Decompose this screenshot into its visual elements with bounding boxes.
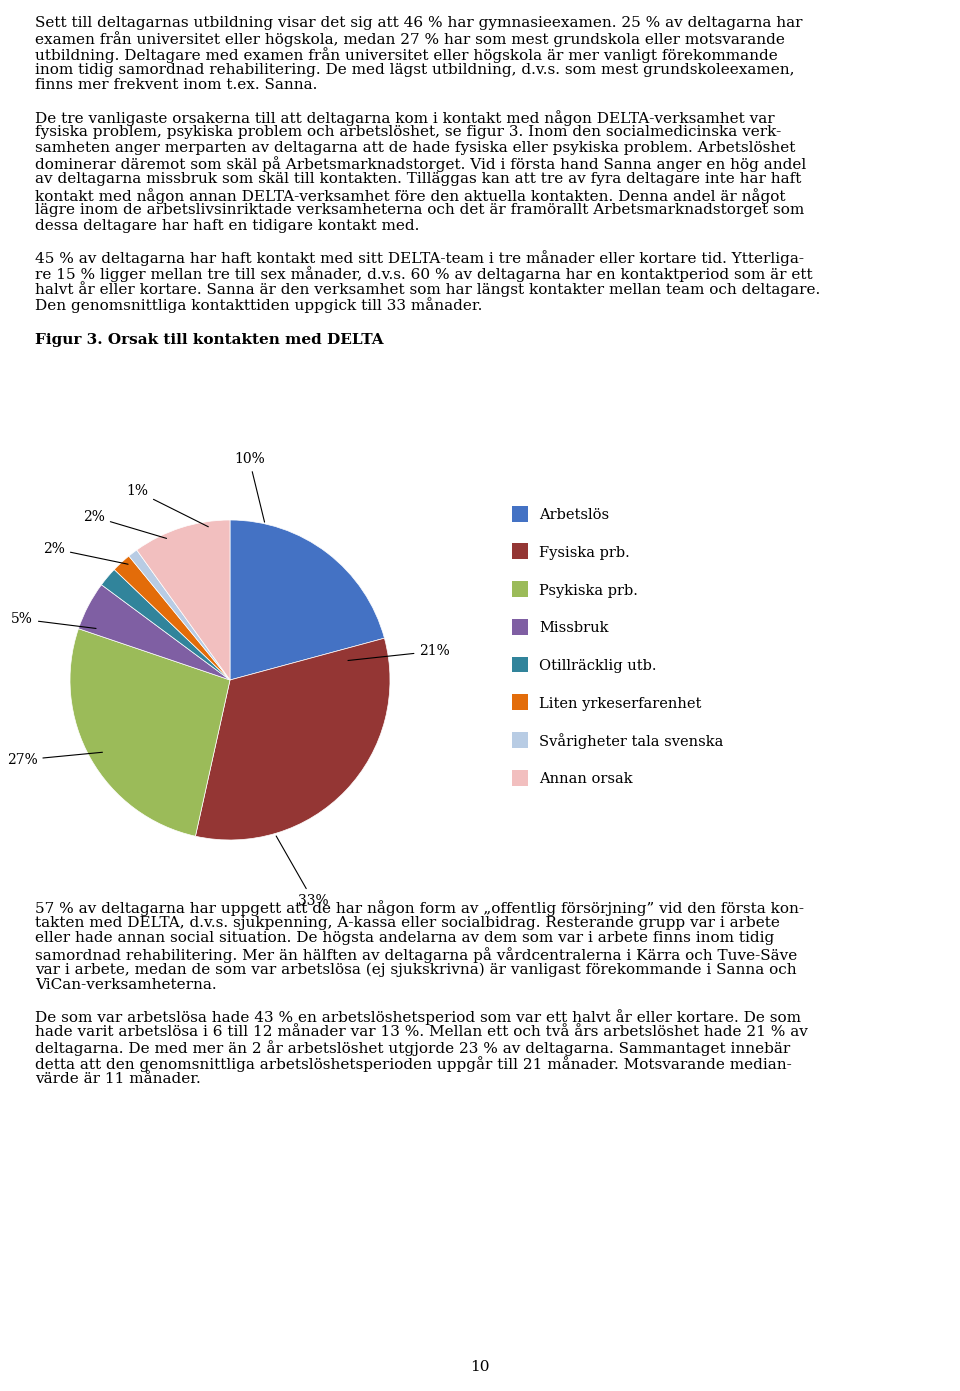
- Text: 1%: 1%: [126, 484, 208, 527]
- Bar: [513, 619, 528, 634]
- Text: av deltagarna missbruk som skäl till kontakten. Tilläggas kan att tre av fyra de: av deltagarna missbruk som skäl till kon…: [35, 172, 802, 186]
- Text: Figur 3. Orsak till kontakten med DELTA: Figur 3. Orsak till kontakten med DELTA: [35, 332, 384, 346]
- Text: re 15 % ligger mellan tre till sex månader, d.v.s. 60 % av deltagarna har en kon: re 15 % ligger mellan tre till sex månad…: [35, 266, 812, 282]
- Text: Annan orsak: Annan orsak: [539, 772, 633, 786]
- Text: 27%: 27%: [7, 753, 103, 766]
- Text: 33%: 33%: [276, 836, 328, 908]
- Text: värde är 11 månader.: värde är 11 månader.: [35, 1072, 201, 1086]
- Text: Missbruk: Missbruk: [539, 622, 609, 636]
- Text: dessa deltagare har haft en tidigare kontakt med.: dessa deltagare har haft en tidigare kon…: [35, 218, 420, 234]
- Wedge shape: [136, 520, 230, 680]
- Bar: [513, 694, 528, 711]
- Text: 5%: 5%: [12, 612, 96, 629]
- Text: ViCan-verksamheterna.: ViCan-verksamheterna.: [35, 978, 217, 992]
- Bar: [513, 769, 528, 786]
- Text: 57 % av deltagarna har uppgett att de har någon form av „offentlig försörjning” : 57 % av deltagarna har uppgett att de ha…: [35, 900, 804, 915]
- Text: 2%: 2%: [43, 542, 128, 565]
- Wedge shape: [129, 549, 230, 680]
- Text: De som var arbetslösa hade 43 % en arbetslöshetsperiod som var ett halvt år elle: De som var arbetslösa hade 43 % en arbet…: [35, 1010, 801, 1025]
- Text: takten med DELTA, d.v.s. sjukpenning, A-kassa eller socialbidrag. Resterande gru: takten med DELTA, d.v.s. sjukpenning, A-…: [35, 915, 780, 929]
- Bar: [513, 657, 528, 672]
- Text: samheten anger merparten av deltagarna att de hade fysiska eller psykiska proble: samheten anger merparten av deltagarna a…: [35, 140, 796, 154]
- Text: fysiska problem, psykiska problem och arbetslöshet, se figur 3. Inom den socialm: fysiska problem, psykiska problem och ar…: [35, 125, 781, 139]
- Text: 10%: 10%: [234, 452, 265, 522]
- Wedge shape: [196, 638, 390, 840]
- Text: 2%: 2%: [84, 509, 166, 538]
- Text: lägre inom de arbetslivsinriktade verksamheterna och det är framörallt Arbetsmar: lägre inom de arbetslivsinriktade verksa…: [35, 203, 804, 217]
- Text: Liten yrkeserfarenhet: Liten yrkeserfarenhet: [539, 697, 702, 711]
- Wedge shape: [230, 520, 384, 680]
- Text: 10: 10: [470, 1360, 490, 1374]
- Text: deltagarna. De med mer än 2 år arbetslöshet utgjorde 23 % av deltagarna. Sammant: deltagarna. De med mer än 2 år arbetslös…: [35, 1040, 790, 1056]
- Text: dominerar däremot som skäl på Arbetsmarknadstorget. Vid i första hand Sanna ange: dominerar däremot som skäl på Arbetsmark…: [35, 157, 806, 172]
- Text: De tre vanligaste orsakerna till att deltagarna kom i kontakt med någon DELTA-ve: De tre vanligaste orsakerna till att del…: [35, 110, 775, 125]
- Text: Sett till deltagarnas utbildning visar det sig att 46 % har gymnasieexamen. 25 %: Sett till deltagarnas utbildning visar d…: [35, 17, 803, 31]
- Text: Svårigheter tala svenska: Svårigheter tala svenska: [539, 733, 724, 750]
- Text: examen från universitet eller högskola, medan 27 % har som mest grundskola eller: examen från universitet eller högskola, …: [35, 32, 785, 47]
- Text: detta att den genomsnittliga arbetslöshetsperioden uppgår till 21 månader. Motsv: detta att den genomsnittliga arbetslöshe…: [35, 1056, 792, 1072]
- Text: utbildning. Deltagare med examen från universitet eller högskola är mer vanligt : utbildning. Deltagare med examen från un…: [35, 47, 778, 63]
- Text: kontakt med någon annan DELTA-verksamhet före den aktuella kontakten. Denna ande: kontakt med någon annan DELTA-verksamhet…: [35, 188, 785, 203]
- Text: 21%: 21%: [348, 644, 450, 661]
- Text: 45 % av deltagarna har haft kontakt med sitt DELTA-team i tre månader eller kort: 45 % av deltagarna har haft kontakt med …: [35, 250, 804, 266]
- Text: finns mer frekvent inom t.ex. Sanna.: finns mer frekvent inom t.ex. Sanna.: [35, 78, 318, 92]
- Text: eller hade annan social situation. De högsta andelarna av dem som var i arbete f: eller hade annan social situation. De hö…: [35, 931, 775, 946]
- Wedge shape: [79, 584, 230, 680]
- Text: inom tidig samordnad rehabilitering. De med lägst utbildning, d.v.s. som mest gr: inom tidig samordnad rehabilitering. De …: [35, 63, 795, 77]
- Text: Den genomsnittliga kontakttiden uppgick till 33 månader.: Den genomsnittliga kontakttiden uppgick …: [35, 298, 482, 313]
- Bar: [513, 732, 528, 748]
- Text: halvt år eller kortare. Sanna är den verksamhet som har längst kontakter mellan : halvt år eller kortare. Sanna är den ver…: [35, 281, 820, 298]
- Text: Psykiska prb.: Psykiska prb.: [539, 584, 637, 598]
- Text: Otillräcklig utb.: Otillräcklig utb.: [539, 659, 657, 673]
- Bar: [513, 544, 528, 559]
- Wedge shape: [114, 556, 230, 680]
- Bar: [513, 506, 528, 522]
- Text: samordnad rehabilitering. Mer än hälften av deltagarna på vårdcentralerna i Kärr: samordnad rehabilitering. Mer än hälften…: [35, 947, 797, 963]
- Text: var i arbete, medan de som var arbetslösa (ej sjukskrivna) är vanligast förekomm: var i arbete, medan de som var arbetslös…: [35, 963, 797, 976]
- Text: hade varit arbetslösa i 6 till 12 månader var 13 %. Mellan ett och två års arbet: hade varit arbetslösa i 6 till 12 månade…: [35, 1025, 808, 1039]
- Wedge shape: [102, 569, 230, 680]
- Text: Fysiska prb.: Fysiska prb.: [539, 547, 630, 561]
- Text: Arbetslös: Arbetslös: [539, 508, 610, 522]
- Wedge shape: [70, 629, 230, 836]
- Bar: [513, 581, 528, 597]
